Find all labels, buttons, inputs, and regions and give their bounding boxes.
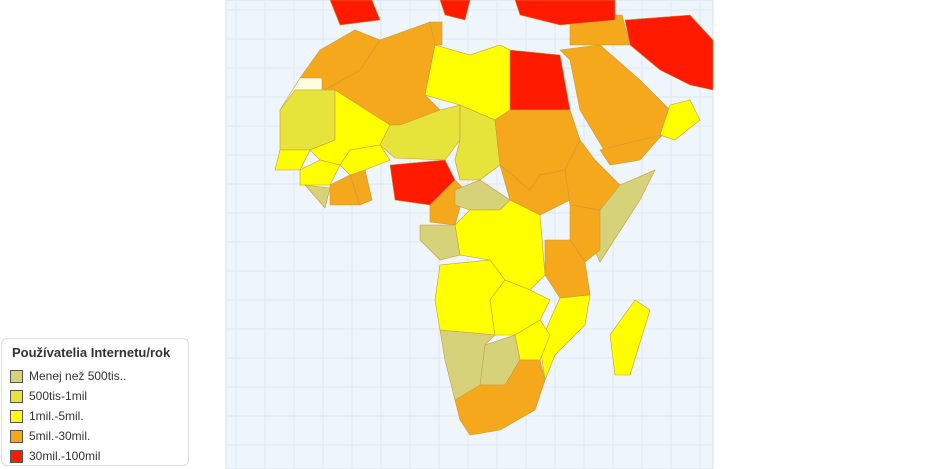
legend-label: Menej než 500tis.. [29, 369, 127, 383]
legend-label: 1mil.-5mil. [29, 409, 84, 423]
legend-swatch [10, 389, 23, 403]
region-dr-congo[interactable] [454, 199, 546, 291]
region-egypt[interactable] [509, 49, 571, 111]
legend-label: 30mil.-100mil [29, 449, 101, 463]
region-congo-gabon[interactable] [419, 224, 461, 261]
region-kenya[interactable] [569, 204, 601, 263]
legend-swatch [10, 449, 23, 463]
region-yemen[interactable] [599, 134, 663, 166]
region-mauritania[interactable] [279, 89, 336, 151]
legend-item[interactable]: 1mil.-5mil. [10, 406, 180, 426]
region-spain[interactable] [329, 0, 381, 26]
region-mozambique[interactable] [539, 294, 591, 382]
legend-label: 5mil.-30mil. [29, 429, 91, 443]
legend-item[interactable]: 30mil.-100mil [10, 446, 180, 466]
legend: Používatelia Internetu/rok Menej než 500… [1, 338, 189, 466]
region-madagascar[interactable] [609, 299, 651, 376]
legend-swatch [10, 429, 23, 443]
region-turkey[interactable] [514, 0, 616, 26]
legend-swatch [10, 369, 23, 383]
region-liberia-sierra-leone[interactable] [304, 184, 331, 209]
region-tunisia[interactable] [429, 21, 443, 46]
region-burkina-faso[interactable] [339, 144, 391, 176]
legend-label: 500tis-1mil [29, 389, 88, 403]
region-iran[interactable] [624, 14, 714, 91]
map-regions [274, 0, 714, 436]
region-oman[interactable] [659, 99, 701, 141]
legend-title: Používatelia Internetu/rok [12, 345, 171, 360]
legend-item[interactable]: 500tis-1mil [10, 386, 180, 406]
region-guinea[interactable] [299, 159, 341, 186]
legend-item[interactable]: 5mil.-30mil. [10, 426, 180, 446]
legend-item[interactable]: Menej než 500tis.. [10, 366, 180, 386]
region-south-africa[interactable] [454, 359, 546, 436]
legend-swatch [10, 409, 23, 423]
region-italy[interactable] [439, 0, 471, 21]
